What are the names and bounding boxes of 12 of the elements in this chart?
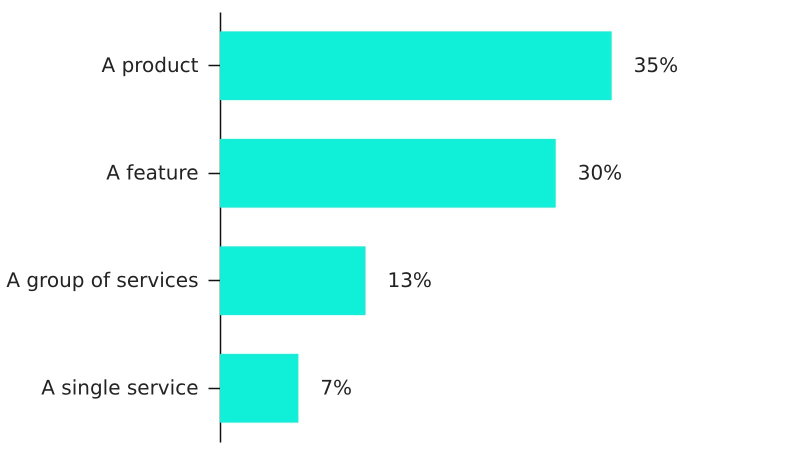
y-tick-label: A group of services xyxy=(6,268,198,292)
data-label: 35% xyxy=(634,52,678,77)
y-tick-label: A feature xyxy=(106,160,198,184)
data-label: 30% xyxy=(578,160,622,184)
data-label: 13% xyxy=(387,268,432,292)
data-label: 7% xyxy=(320,375,352,400)
y-tick-label: A product xyxy=(102,52,199,77)
bar xyxy=(220,31,612,100)
y-tick-label: A single service xyxy=(41,375,198,400)
bar xyxy=(220,246,366,316)
bar xyxy=(220,354,298,423)
bar xyxy=(220,138,556,208)
